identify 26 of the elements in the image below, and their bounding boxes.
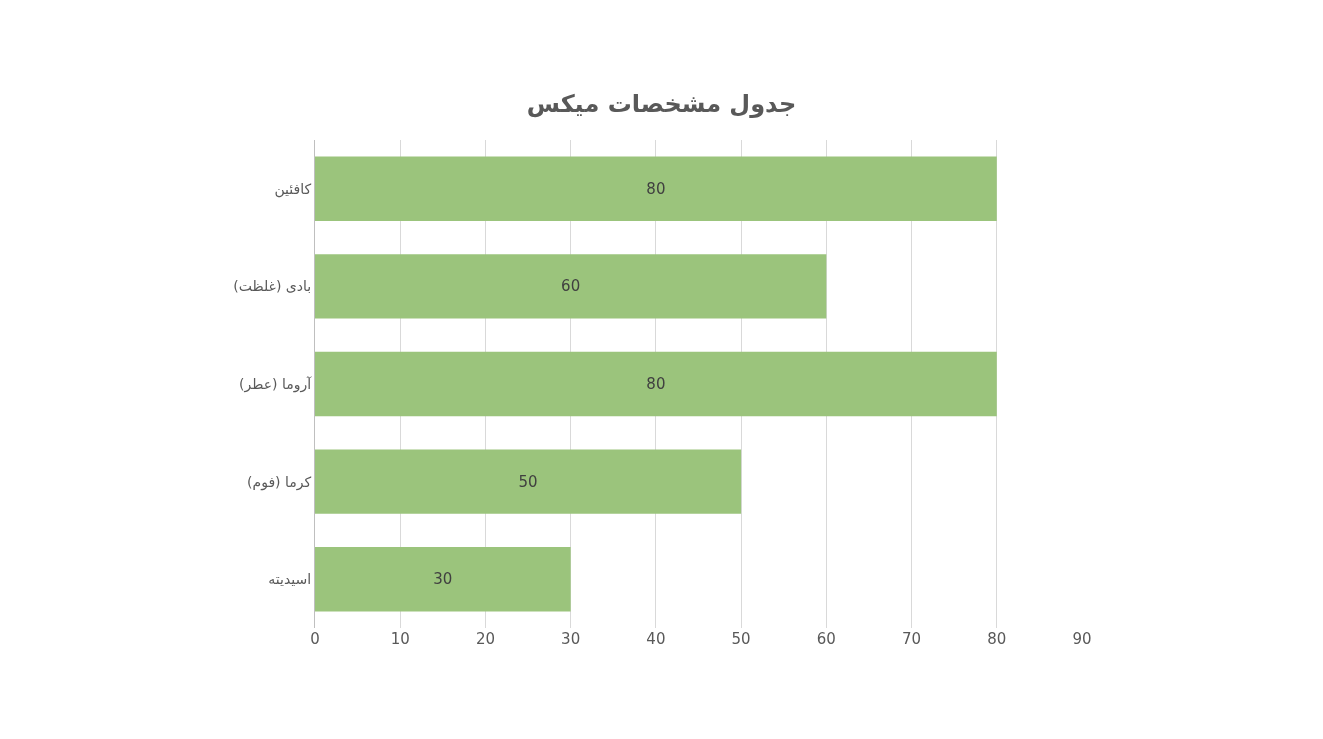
- bar: [315, 254, 827, 319]
- x-tick-label: 30: [561, 630, 581, 648]
- bar: [315, 156, 997, 222]
- y-tick-label: کافئین: [274, 180, 312, 198]
- y-tick-label: آروما (عطر): [239, 375, 313, 393]
- bar: [315, 351, 997, 417]
- x-tick-label: 20: [475, 630, 495, 648]
- x-tick-label: 0: [310, 630, 320, 648]
- data-label: 80: [646, 179, 666, 198]
- y-tick-label: کرما (فوم): [247, 473, 312, 491]
- x-tick-label: 90: [1072, 630, 1092, 648]
- x-tick-label: 80: [987, 630, 1007, 648]
- y-tick-label: بادی (غلظت): [233, 278, 312, 295]
- data-label: 30: [433, 570, 453, 589]
- bar: [315, 449, 742, 514]
- x-tick-label: 10: [390, 630, 410, 648]
- x-tick-label: 40: [646, 630, 666, 648]
- y-tick-label: اسیدیته: [268, 571, 312, 588]
- data-label: 50: [518, 472, 538, 491]
- data-label: 60: [561, 277, 581, 296]
- data-label: 80: [646, 375, 666, 393]
- x-tick-label: 60: [816, 630, 836, 648]
- chart-title: جدول مشخصات میکس: [526, 89, 797, 118]
- bar: [315, 546, 571, 612]
- x-tick-label: 70: [902, 630, 922, 648]
- x-tick-label: 50: [731, 630, 751, 648]
